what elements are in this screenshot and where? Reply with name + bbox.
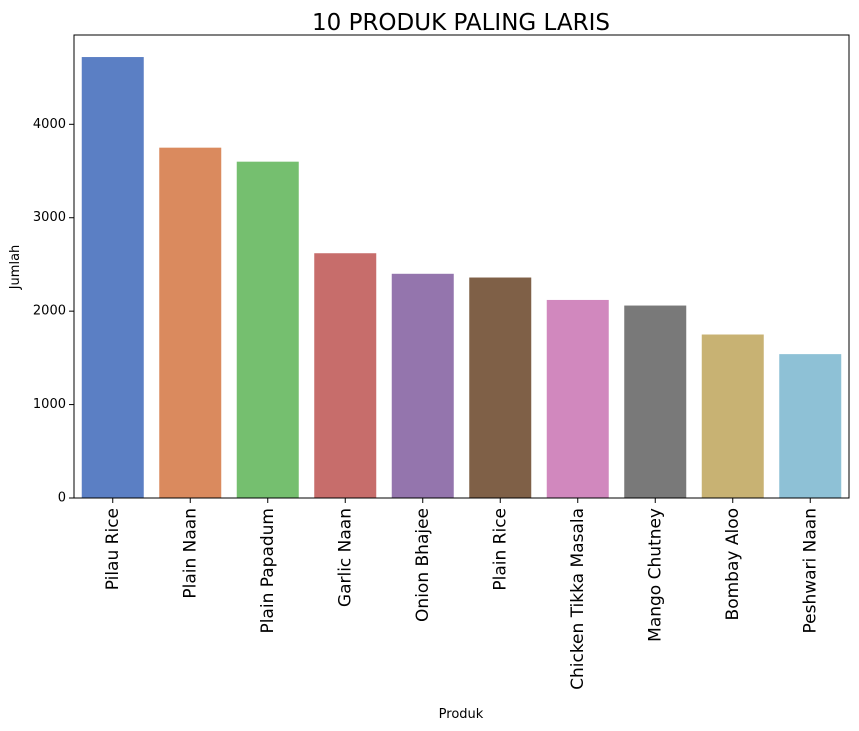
- x-tick-label: Peshwari Naan: [800, 508, 820, 634]
- bar-mango-chutney: [624, 305, 687, 498]
- y-tick-label: 3000: [33, 210, 66, 225]
- x-axis-label: Produk: [439, 707, 484, 722]
- bar-plain-papadum: [236, 161, 299, 498]
- bar-onion-bhajee: [391, 273, 454, 498]
- x-tick-label: Plain Rice: [490, 508, 510, 591]
- y-tick-label: 2000: [33, 304, 66, 319]
- bar-bombay-aloo: [701, 334, 764, 498]
- y-axis: 0 1000 2000 3000 4000: [33, 117, 74, 506]
- y-axis-label: Jumlah: [8, 245, 23, 291]
- y-tick-label: 0: [58, 491, 66, 506]
- x-tick-label: Onion Bhajee: [413, 508, 433, 622]
- x-tick-label: Chicken Tikka Masala: [568, 508, 588, 690]
- x-tick-label: Plain Papadum: [258, 508, 278, 634]
- plot-frame: [73, 34, 850, 499]
- bar-garlic-naan: [314, 253, 377, 498]
- y-tick-label: 4000: [33, 117, 66, 132]
- bar-pilau-rice: [81, 57, 144, 499]
- x-axis: Pilau Rice Plain Naan Plain Papadum Garlic …: [103, 498, 820, 690]
- x-tick-label: Garlic Naan: [335, 508, 355, 607]
- y-tick-label: 1000: [33, 397, 66, 412]
- chart-title: 10 PRODUK PALING LARIS: [312, 10, 610, 36]
- x-tick-label: Plain Naan: [180, 508, 200, 599]
- bar-peshwari-naan: [779, 354, 842, 498]
- x-tick-label: Mango Chutney: [645, 508, 665, 642]
- x-tick-label: Bombay Aloo: [723, 508, 743, 620]
- bar-chicken-tikka-masala: [546, 299, 609, 498]
- bar-plain-rice: [469, 277, 532, 498]
- x-tick-label: Pilau Rice: [103, 508, 123, 590]
- bar-plain-naan: [159, 147, 222, 499]
- bars-group: [81, 57, 842, 499]
